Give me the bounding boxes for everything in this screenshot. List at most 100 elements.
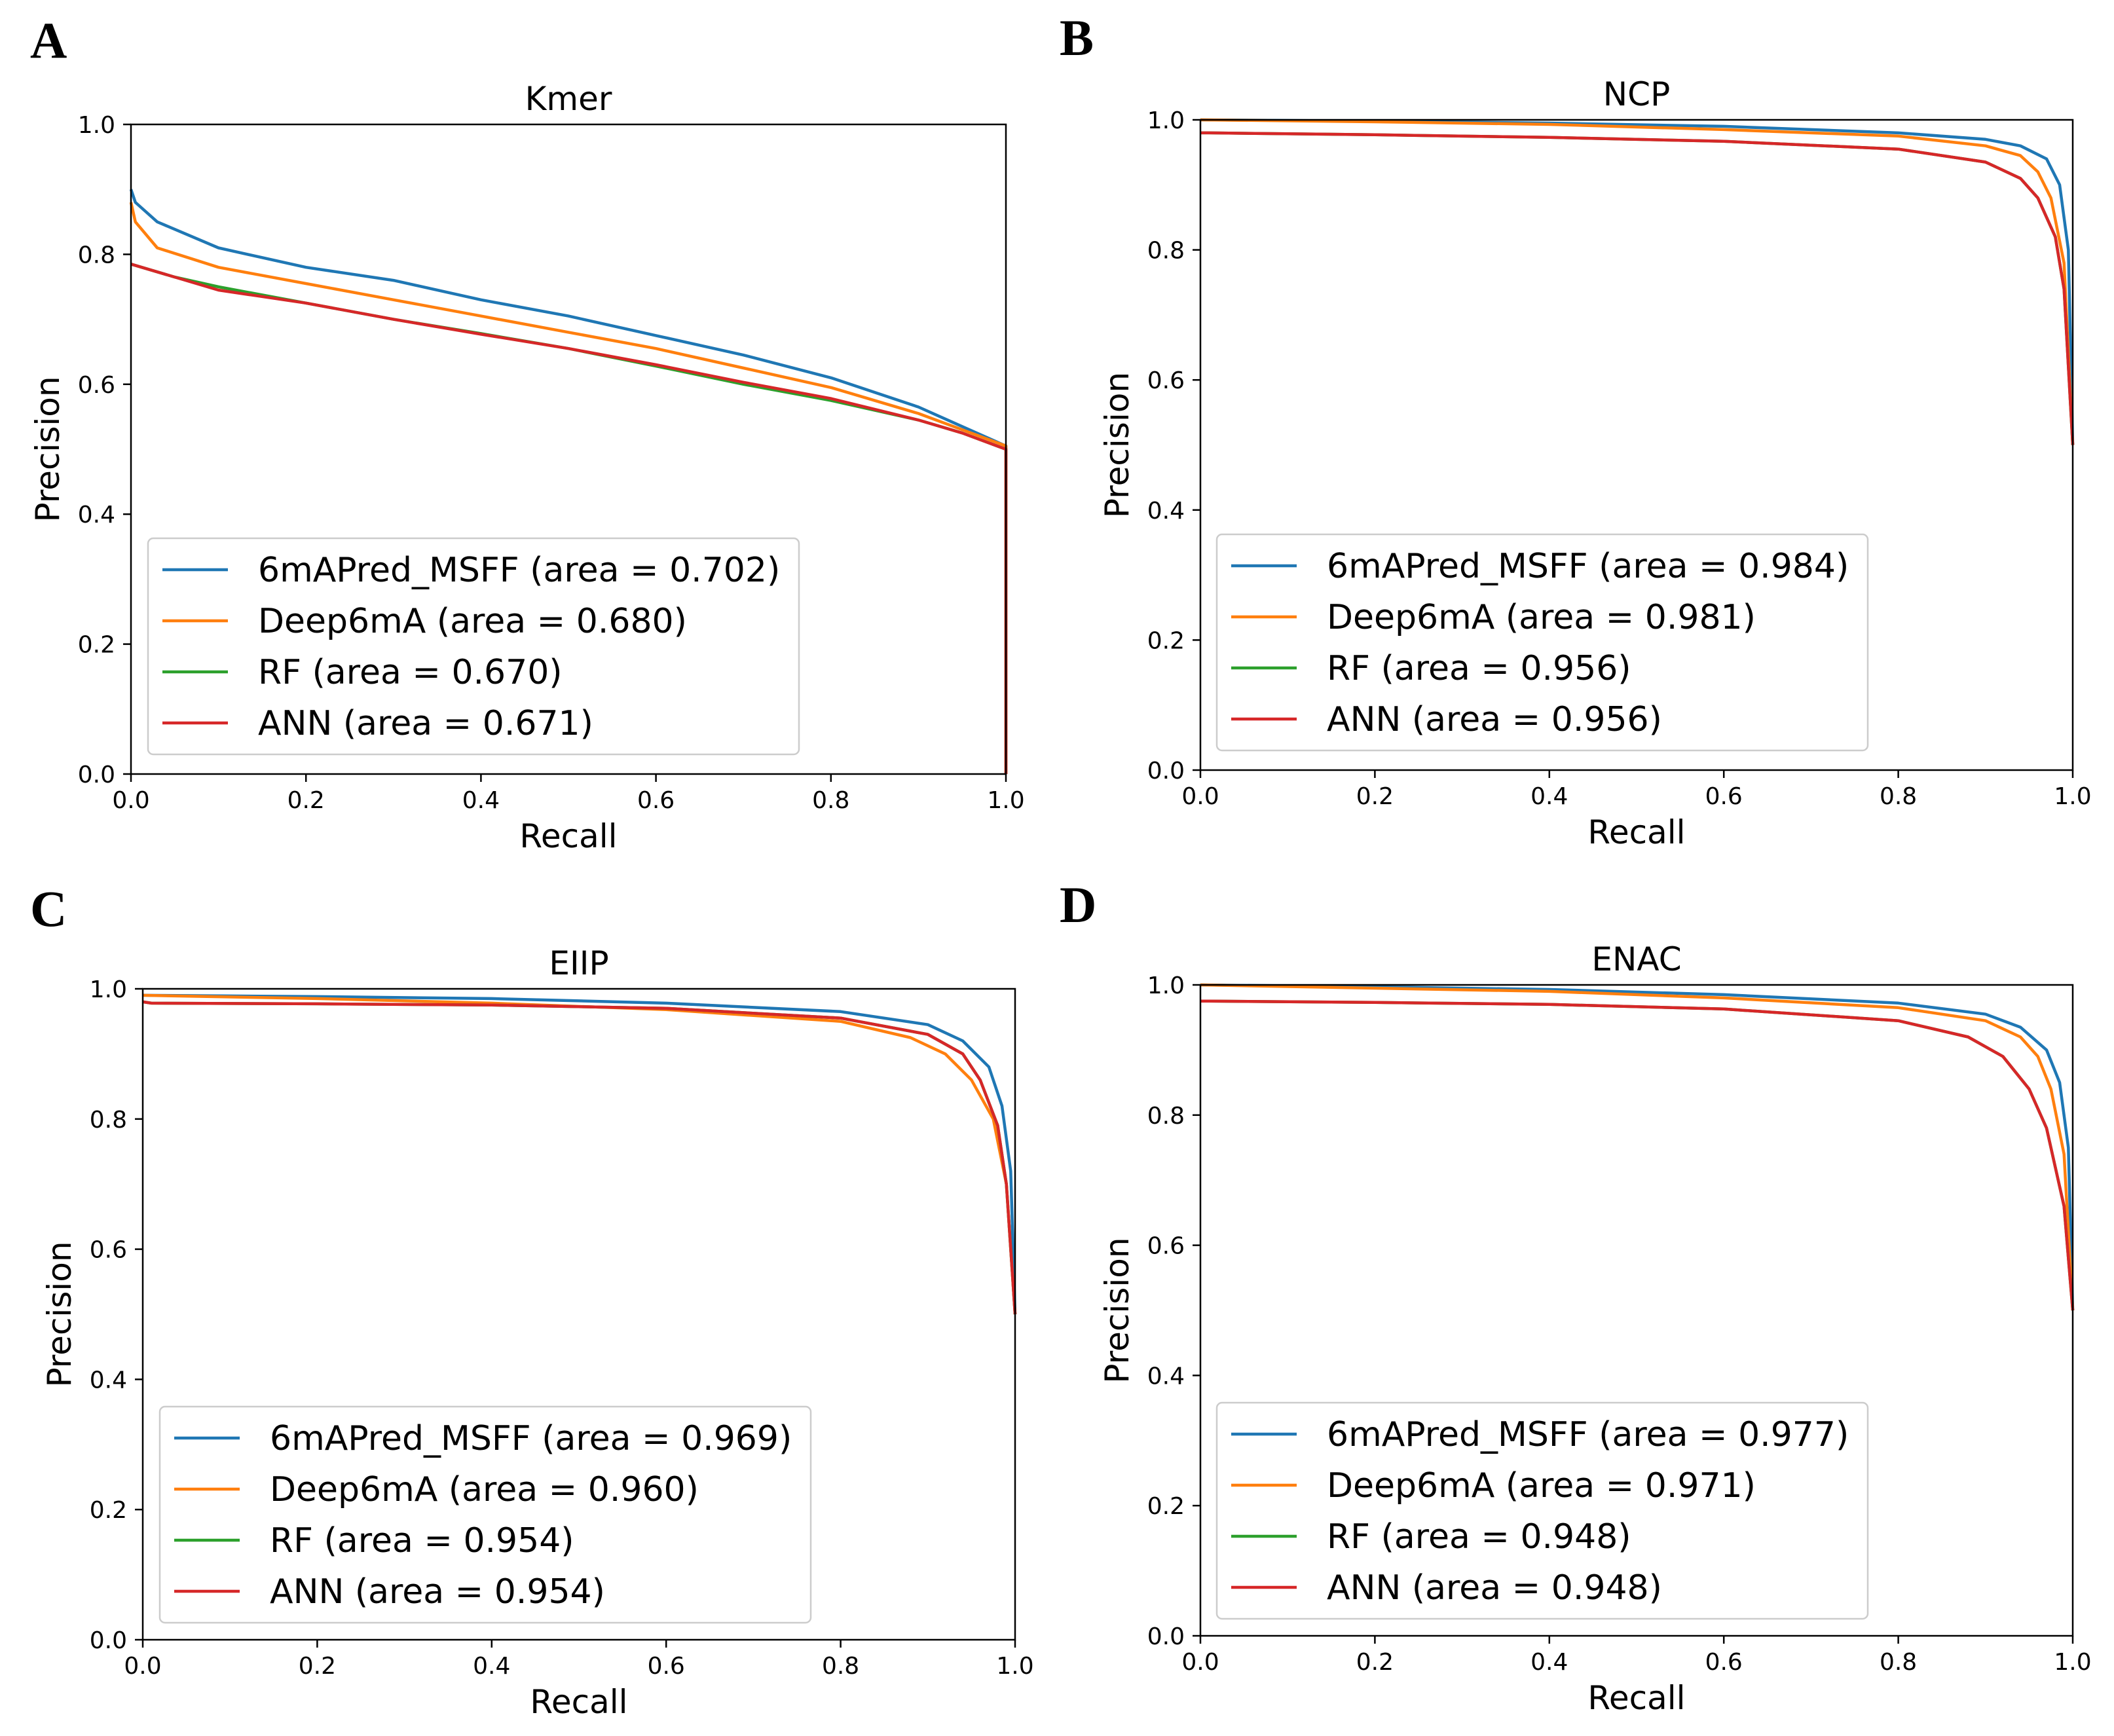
y-tick-label: 0.0	[1147, 1623, 1185, 1650]
legend-frame	[147, 537, 800, 756]
y-tick-label: 0.4	[90, 1367, 127, 1394]
x-tick-label: 1.0	[2054, 783, 2091, 810]
series-line-0	[1200, 983, 2075, 1311]
y-tick-label: 0.6	[1147, 367, 1185, 394]
y-tick-label: 0.8	[90, 1107, 127, 1134]
series-line-0	[142, 993, 1017, 1315]
y-tick-label: 1.0	[90, 976, 127, 1003]
x-tick-label: 0.4	[1530, 783, 1568, 810]
y-tick-label: 0.0	[78, 762, 115, 788]
chart-title: EIIP	[549, 944, 608, 982]
x-axis-label: Recall	[519, 817, 617, 855]
panel-b: B NCP 0.0 0.2 0.4 0.6 0.8 1.0 0.0 0.2 0.4 0.6 0.8 1.0…	[1060, 9, 2092, 851]
y-tick-label: 0.6	[78, 372, 115, 399]
x-tick-label: 0.6	[1705, 1649, 1743, 1676]
legend-entry: ANN (area = 0.954)	[270, 1572, 605, 1612]
x-tick-label: 0.4	[462, 787, 500, 814]
series-line-0	[129, 189, 1008, 774]
x-tick-label: 0.8	[1880, 1649, 1917, 1676]
y-axis-label: Precision	[1098, 1237, 1136, 1383]
x-tick-label: 0.2	[1356, 783, 1394, 810]
axes-frame	[141, 988, 1016, 1641]
legend-entry: Deep6mA (area = 0.981)	[1327, 598, 1756, 637]
panel-d: D ENAC 0.0 0.2 0.4 0.6 0.8 1.0 0.0 0.2 0.4 0.6 0.8 1.…	[1060, 876, 2092, 1717]
y-tick-label: 1.0	[78, 112, 115, 139]
y-tick-label: 0.2	[1147, 627, 1185, 654]
x-axis-label: Recall	[1587, 813, 1685, 851]
x-tick-label: 0.2	[299, 1653, 336, 1680]
legend-entry: ANN (area = 0.956)	[1327, 700, 1662, 739]
x-axis-label: Recall	[1587, 1679, 1685, 1717]
x-tick-label: 0.6	[637, 787, 675, 814]
legend-entry: ANN (area = 0.948)	[1327, 1568, 1662, 1608]
series-line-3	[130, 263, 1008, 774]
y-axis-label: Precision	[1098, 372, 1136, 518]
y-tick-label: 0.0	[90, 1627, 127, 1654]
legend-entry: 6mAPred_MSFF (area = 0.969)	[270, 1419, 792, 1458]
chart-title: NCP	[1603, 75, 1670, 113]
legend-entry: Deep6mA (area = 0.971)	[1327, 1466, 1756, 1505]
x-tick-label: 0.8	[1880, 783, 1917, 810]
axes-frame	[130, 123, 1007, 775]
panel-a: A Kmer 0.0 0.2 0.4 0.6 0.8 1.0 0.0 0.2 0.4 0.6 0.8 1.…	[29, 12, 1025, 855]
x-tick-label: 0.8	[812, 787, 849, 814]
legend-frame	[1215, 1401, 1869, 1620]
legend: 6mAPred_MSFF (area = 0.702) Deep6mA (area…	[147, 537, 800, 756]
x-tick-label: 0.0	[112, 787, 149, 814]
y-tick-label: 0.8	[1147, 238, 1185, 265]
legend: 6mAPred_MSFF (area = 0.977) Deep6mA (area…	[1215, 1401, 1869, 1620]
x-tick-label: 0.2	[287, 787, 325, 814]
y-tick-label: 0.4	[78, 502, 115, 528]
series-line-3	[1200, 999, 2075, 1311]
legend-entry: RF (area = 0.670)	[258, 653, 563, 692]
x-tick-label: 1.0	[2054, 1649, 2091, 1676]
x-tick-label: 1.0	[987, 787, 1024, 814]
y-tick-label: 0.6	[90, 1237, 127, 1264]
panel-letter: C	[30, 880, 67, 937]
series-lines	[1200, 118, 2075, 445]
x-tick-label: 0.8	[822, 1653, 859, 1680]
x-tick-label: 0.4	[473, 1653, 510, 1680]
y-tick-label: 0.2	[1147, 1493, 1185, 1520]
x-tick-label: 0.0	[1181, 783, 1219, 810]
series-line-1	[129, 202, 1008, 774]
legend-entry: RF (area = 0.956)	[1327, 649, 1631, 688]
y-tick-label: 1.0	[1147, 972, 1185, 999]
series-lines	[1200, 983, 2075, 1311]
y-tick-label: 0.2	[90, 1497, 127, 1524]
axes-frame	[1199, 119, 2074, 771]
axes-frame	[1199, 984, 2074, 1637]
legend-frame	[158, 1405, 812, 1624]
series-line-3	[1200, 131, 2075, 445]
x-tick-label: 0.0	[1181, 1649, 1219, 1676]
chart-title: ENAC	[1591, 940, 1681, 978]
legend-entry: ANN (area = 0.671)	[258, 704, 593, 743]
chart-title: Kmer	[525, 80, 612, 118]
panel-letter: A	[30, 12, 67, 69]
y-tick-label: 0.6	[1147, 1233, 1185, 1260]
legend-entry: RF (area = 0.954)	[270, 1521, 574, 1561]
series-line-1	[1200, 983, 2075, 1311]
y-tick-label: 0.2	[78, 632, 115, 659]
y-axis-label: Precision	[29, 376, 67, 522]
x-tick-label: 0.2	[1356, 1649, 1394, 1676]
legend-entry: 6mAPred_MSFF (area = 0.984)	[1327, 547, 1849, 586]
y-tick-label: 0.8	[78, 242, 115, 268]
legend: 6mAPred_MSFF (area = 0.969) Deep6mA (area…	[158, 1405, 812, 1624]
x-tick-label: 0.4	[1530, 1649, 1568, 1676]
legend: 6mAPred_MSFF (area = 0.984) Deep6mA (area…	[1215, 533, 1869, 752]
y-tick-label: 0.0	[1147, 758, 1185, 785]
series-lines	[129, 189, 1008, 774]
panel-letter: D	[1060, 876, 1096, 933]
y-tick-label: 0.8	[1147, 1103, 1185, 1130]
series-lines	[142, 993, 1017, 1315]
legend-entry: 6mAPred_MSFF (area = 0.977)	[1327, 1415, 1849, 1454]
legend-frame	[1215, 533, 1869, 752]
y-tick-label: 1.0	[1147, 107, 1185, 134]
y-tick-label: 0.4	[1147, 498, 1185, 525]
panel-c: C EIIP 0.0 0.2 0.4 0.6 0.8 1.0 0.0 0.2 0.4 0.6 0.8 1.…	[30, 880, 1034, 1721]
series-line-1	[142, 993, 1017, 1315]
legend-entry: 6mAPred_MSFF (area = 0.702)	[258, 551, 780, 590]
x-tick-label: 1.0	[996, 1653, 1033, 1680]
